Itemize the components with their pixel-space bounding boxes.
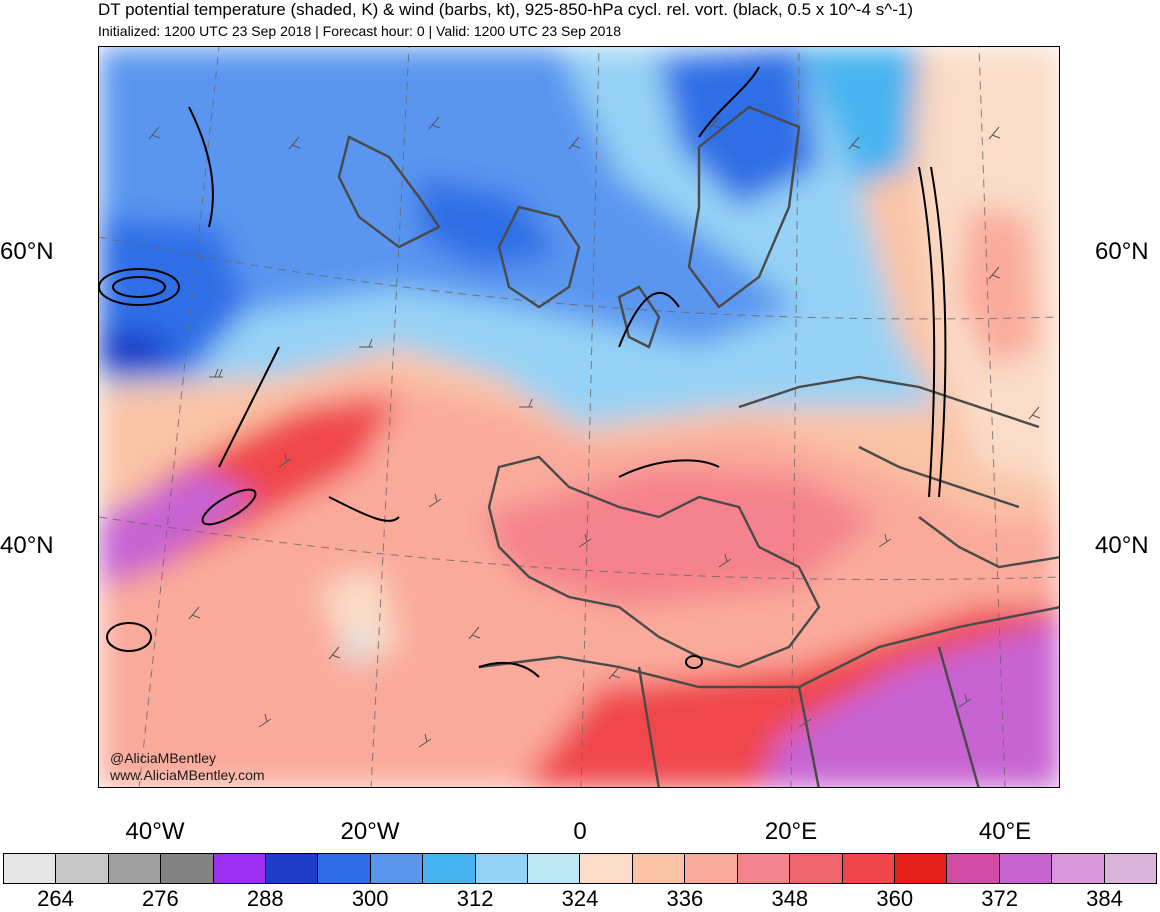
lon-label-20e: 20°E <box>764 818 818 845</box>
colorbar-cell <box>894 854 948 883</box>
colorbar-label: 360 <box>876 886 914 911</box>
colorbar-label: 264 <box>37 886 74 911</box>
colorbar-label: 288 <box>246 886 284 911</box>
colorbar-cell <box>842 854 895 883</box>
colorbar-cell <box>318 854 371 883</box>
lat-label-40n-left: 40°N <box>0 532 54 559</box>
colorbar-cell <box>161 854 214 883</box>
colorbar <box>3 853 1157 884</box>
colorbar-cell <box>580 854 633 883</box>
lon-label-40e: 40°E <box>978 818 1032 845</box>
colorbar-cell <box>737 854 791 883</box>
colorbar-cell <box>56 854 109 883</box>
vorticity-contours <box>99 66 947 678</box>
chart-subtitle: Initialized: 1200 UTC 23 Sep 2018 | Fore… <box>98 23 621 39</box>
colorbar-cell <box>108 854 162 883</box>
temperature-shading <box>99 47 1059 787</box>
colorbar-cell <box>475 854 529 883</box>
lon-label-0: 0 <box>573 818 587 845</box>
colorbar-label: 384 <box>1086 886 1123 911</box>
colorbar-cell <box>999 854 1053 883</box>
colorbar-cell <box>685 854 738 883</box>
lat-label-40n-right: 40°N <box>1095 532 1149 559</box>
colorbar-cell <box>632 854 686 883</box>
lat-label-60n-left: 60°N <box>0 238 54 265</box>
colorbar-label: 300 <box>351 886 389 911</box>
colorbar-cell <box>947 854 1000 883</box>
colorbar-cell <box>266 854 319 883</box>
colorbar-label: 312 <box>456 886 494 911</box>
colorbar-cell <box>1104 854 1156 883</box>
colorbar-cell <box>528 854 581 883</box>
credit-handle: @AliciaMBentley <box>110 750 217 766</box>
lon-label-40w: 40°W <box>125 818 185 845</box>
colorbar-label: 324 <box>561 886 599 911</box>
colorbar-cell <box>370 854 424 883</box>
chart-title: DT potential temperature (shaded, K) & w… <box>98 0 913 19</box>
colorbar-cell <box>1052 854 1105 883</box>
map-panel[interactable] <box>98 46 1060 788</box>
map-svg <box>99 47 1059 787</box>
colorbar-cell <box>4 854 57 883</box>
colorbar-label: 348 <box>771 886 809 911</box>
colorbar-cell <box>423 854 476 883</box>
credit-site: www.AliciaMBentley.com <box>110 767 265 783</box>
lat-label-60n-right: 60°N <box>1095 238 1149 265</box>
colorbar-label: 372 <box>981 886 1018 911</box>
graticule <box>99 47 1059 787</box>
colorbar-cell <box>790 854 843 883</box>
colorbar-cell <box>213 854 267 883</box>
lon-label-20w: 20°W <box>340 818 400 845</box>
coastlines <box>337 105 1059 787</box>
colorbar-label: 336 <box>666 886 704 911</box>
wind-barbs <box>148 116 1041 748</box>
colorbar-label: 276 <box>142 886 179 911</box>
